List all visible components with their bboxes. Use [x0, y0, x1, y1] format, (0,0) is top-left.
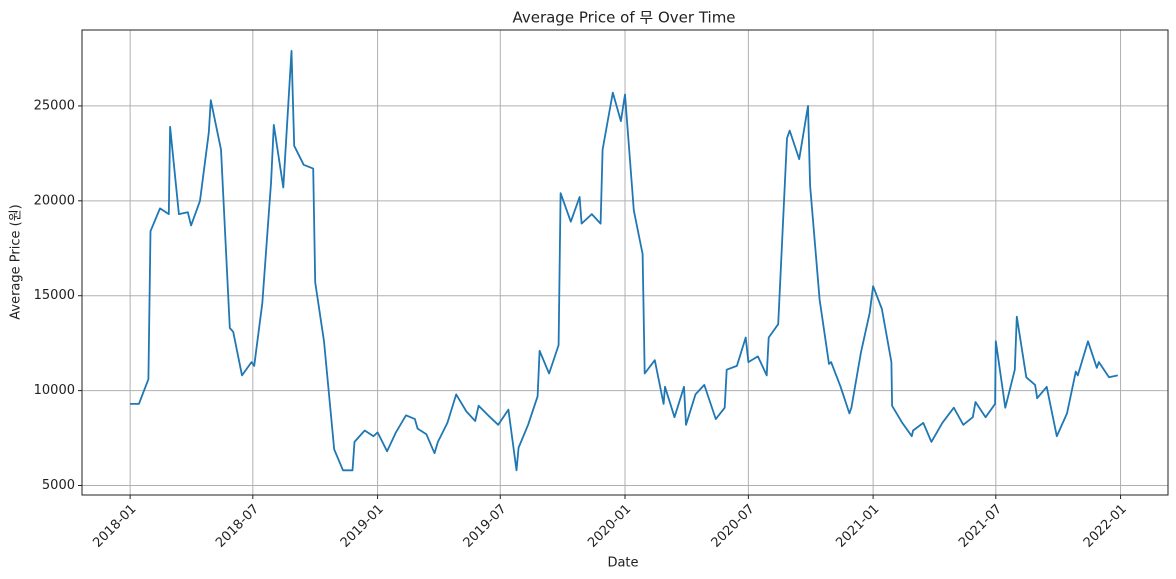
y-axis-label: Average Price (원) — [9, 204, 24, 319]
x-tick-label: 2018-07 — [213, 502, 262, 551]
y-tick-label: 5000 — [42, 478, 75, 493]
chart-title: Average Price of 무 Over Time — [512, 9, 735, 27]
x-tick-label: 2021-07 — [956, 502, 1005, 551]
x-tick-label: 2019-07 — [461, 502, 510, 551]
x-axis-label: Date — [607, 556, 638, 571]
x-tick-label: 2020-01 — [585, 502, 634, 551]
y-tick-label: 10000 — [34, 383, 75, 398]
line-series — [130, 50, 1118, 472]
plot-frame — [81, 29, 1169, 496]
y-tick-label: 20000 — [34, 193, 75, 208]
y-tick-label: 15000 — [34, 288, 75, 303]
x-tick-label: 2022-01 — [1081, 502, 1130, 551]
x-tick-label: 2018-01 — [90, 502, 139, 551]
x-tick-label: 2021-01 — [833, 502, 882, 551]
x-tick-label: 2019-01 — [338, 502, 387, 551]
x-tick-label: 2020-07 — [709, 502, 758, 551]
y-tick-label: 25000 — [34, 98, 75, 113]
